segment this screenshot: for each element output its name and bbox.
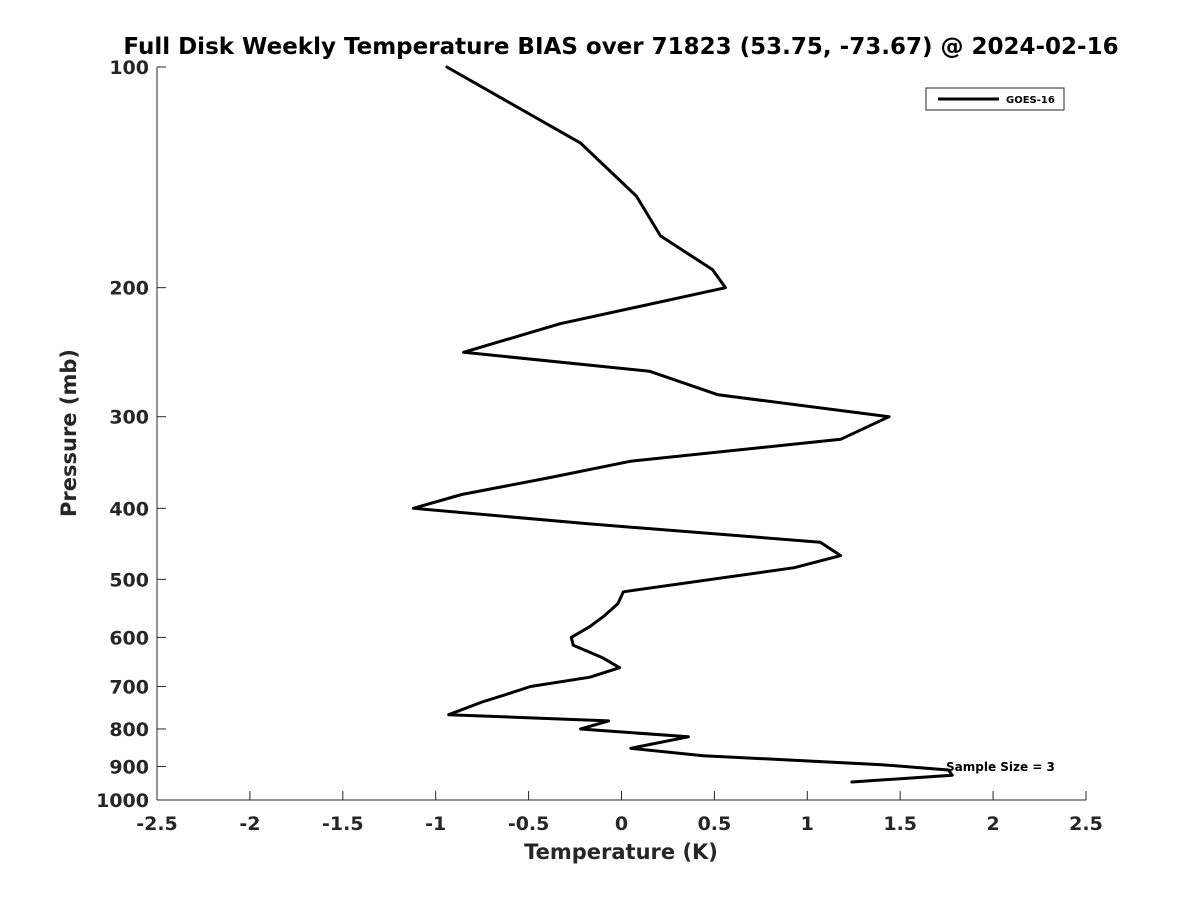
x-tick-label: -0.5	[508, 813, 550, 835]
data-point	[702, 755, 704, 757]
x-axis-ticks: -2.5 -2 -1.5 -1 -0.5 0 0.5 1 1.5 2 2.5	[136, 791, 1103, 835]
data-point	[608, 720, 609, 722]
data-point	[648, 370, 650, 372]
y-tick-label: 800	[109, 719, 149, 741]
x-tick-label: 2	[986, 813, 999, 835]
y-axis-ticks: 100 200 300 400 500 600 700 800 900 1000	[96, 57, 166, 812]
data-point	[712, 269, 713, 271]
series-line-goes-16	[411, 65, 954, 784]
y-axis-label: Pressure (mb)	[57, 349, 81, 517]
data-point	[559, 323, 561, 325]
data-point	[948, 769, 949, 771]
data-point	[951, 774, 953, 776]
data-point	[630, 747, 632, 749]
data-point	[589, 676, 591, 678]
y-tick-label: 1000	[96, 790, 149, 812]
x-tick-label: 2.5	[1069, 813, 1103, 835]
data-point	[448, 714, 450, 716]
data-point	[587, 523, 589, 525]
data-point	[580, 728, 582, 730]
data-point	[619, 667, 621, 669]
data-point	[604, 614, 606, 616]
x-tick-label: -1	[425, 813, 446, 835]
data-point	[412, 507, 414, 509]
x-tick-label: 0	[615, 813, 628, 835]
legend-label-goes-16: GOES-16	[1006, 95, 1055, 106]
data-point	[509, 692, 511, 694]
data-point	[446, 66, 448, 68]
data-point	[725, 287, 726, 289]
chart-title: Full Disk Weekly Temperature BIAS over 7…	[123, 34, 1118, 60]
data-point	[580, 142, 582, 144]
x-tick-label: -2	[239, 813, 260, 835]
data-point	[530, 686, 531, 687]
data-point	[881, 764, 883, 766]
data-point	[617, 603, 619, 605]
y-tick-label: 600	[109, 627, 149, 649]
y-tick-label: 200	[109, 278, 149, 300]
data-point	[717, 394, 719, 396]
x-tick-label: 1	[801, 813, 814, 835]
y-tick-label: 100	[109, 57, 149, 79]
y-tick-label: 700	[109, 676, 149, 698]
data-point	[793, 567, 795, 569]
x-axis-label: Temperature (K)	[524, 840, 718, 864]
x-tick-label: 0.5	[698, 813, 732, 835]
data-point	[840, 438, 842, 440]
data-point	[630, 460, 632, 462]
data-point	[622, 591, 624, 593]
data-point	[463, 351, 465, 353]
data-point	[660, 235, 661, 237]
data-point	[481, 701, 483, 703]
data-point	[602, 657, 604, 659]
data-point	[572, 644, 574, 646]
data-point	[840, 555, 842, 557]
data-point	[635, 195, 637, 197]
data-point	[819, 541, 821, 543]
y-tick-label: 300	[109, 407, 149, 429]
series-layer	[411, 65, 954, 784]
data-point	[589, 626, 591, 628]
y-tick-label: 500	[109, 569, 149, 591]
legend: GOES-16	[925, 87, 1065, 111]
sample-size-annotation: Sample Size = 3	[946, 760, 1055, 774]
x-tick-label: -2.5	[136, 813, 178, 835]
data-point	[888, 416, 890, 418]
data-point	[851, 781, 853, 783]
x-tick-label: -1.5	[322, 813, 364, 835]
data-point	[570, 636, 572, 638]
y-tick-label: 900	[109, 756, 149, 778]
x-tick-label: 1.5	[883, 813, 917, 835]
data-point	[687, 736, 689, 738]
data-point	[461, 494, 463, 495]
data-point	[550, 476, 552, 478]
y-tick-label: 400	[109, 498, 149, 520]
